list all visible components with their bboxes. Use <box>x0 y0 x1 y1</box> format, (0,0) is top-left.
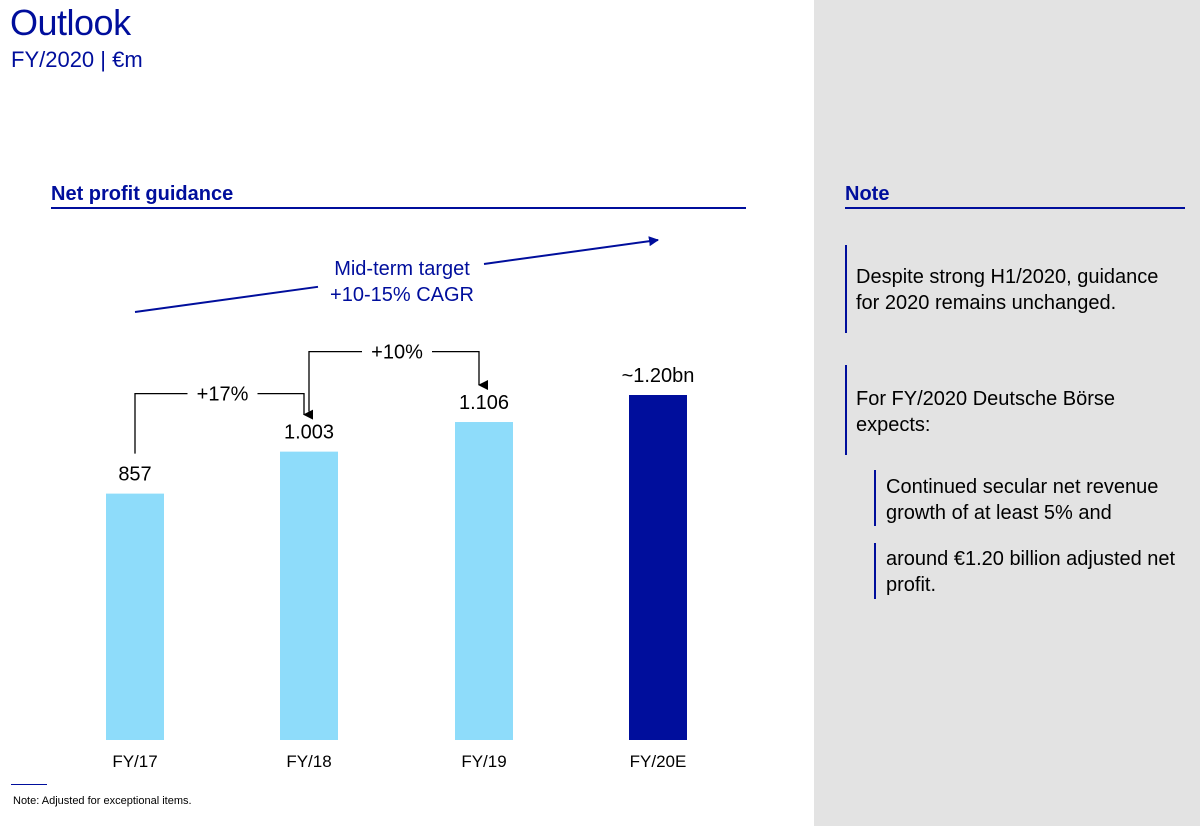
chart-section-rule <box>51 207 746 209</box>
value-label: 1.106 <box>459 392 509 414</box>
growth-connector <box>134 392 188 454</box>
bar-fy-18 <box>280 451 338 740</box>
page-subtitle: FY/2020 | €m <box>11 47 143 72</box>
bar-fy-20e <box>629 395 687 740</box>
note-item-bar <box>845 245 847 333</box>
note-item-bar <box>845 365 847 455</box>
value-label: 857 <box>118 464 151 486</box>
value-label: ~1.20bn <box>622 365 695 387</box>
category-label: FY/20E <box>630 752 687 771</box>
cagr-trend-line <box>134 285 319 313</box>
growth-label: +17% <box>197 384 249 406</box>
net-profit-chart: 857 FY/17 1.003 FY/18 1.106 FY/19 ~1.20bn FY/20… <box>106 236 695 771</box>
category-label: FY/18 <box>286 752 331 771</box>
footnote: Note: Adjusted for exceptional items. <box>13 795 192 807</box>
note-section-rule <box>845 207 1185 209</box>
growth-arrow <box>257 392 313 420</box>
note-item: For FY/2020 Deutsche Börse expects: <box>856 388 1116 436</box>
bar-fy-19 <box>455 422 513 740</box>
cagr-trend-arrow <box>483 236 659 265</box>
note-subitem: around €1.20 billion adjusted net profit… <box>886 548 1176 596</box>
note-section-title: Note <box>845 183 890 205</box>
bar-fy-17 <box>106 493 164 740</box>
page-title: Outlook <box>10 2 131 43</box>
note-subitem: Continued secular net revenue growth of … <box>886 476 1159 524</box>
target-label-line1: Mid-term target <box>334 258 470 280</box>
note-item: Despite strong H1/2020, guidance for 202… <box>856 266 1159 314</box>
growth-connector <box>308 350 362 412</box>
category-label: FY/19 <box>461 752 506 771</box>
note-subitem-bar <box>874 543 876 599</box>
footnote-rule <box>11 784 47 785</box>
chart-section-title: Net profit guidance <box>51 183 234 205</box>
note-subitem-bar <box>874 470 876 526</box>
target-label-line2: +10-15% CAGR <box>330 284 474 306</box>
note-panel <box>814 0 1200 826</box>
growth-label: +10% <box>371 342 423 364</box>
category-label: FY/17 <box>112 752 157 771</box>
value-label: 1.003 <box>284 422 334 444</box>
growth-arrow <box>432 350 488 391</box>
